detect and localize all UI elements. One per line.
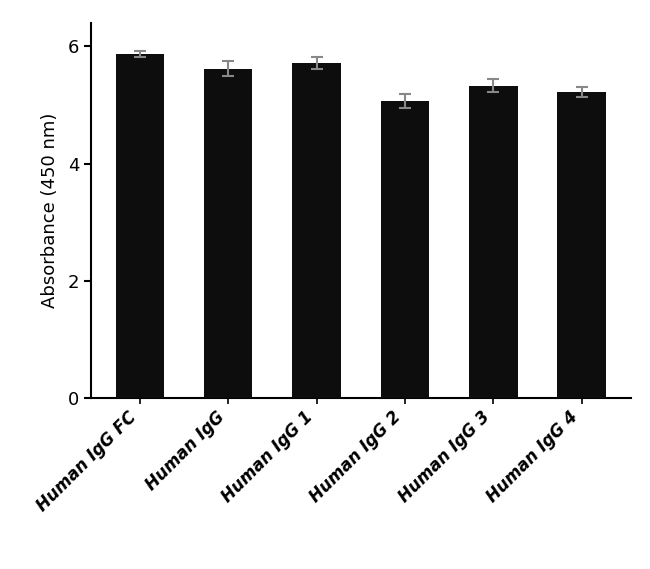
- Bar: [204, 68, 252, 398]
- Y-axis label: Absorbance (450 nm): Absorbance (450 nm): [42, 113, 59, 308]
- Bar: [292, 63, 341, 398]
- Bar: [116, 54, 164, 398]
- Bar: [469, 85, 517, 398]
- Bar: [557, 92, 606, 398]
- Bar: [381, 101, 429, 398]
